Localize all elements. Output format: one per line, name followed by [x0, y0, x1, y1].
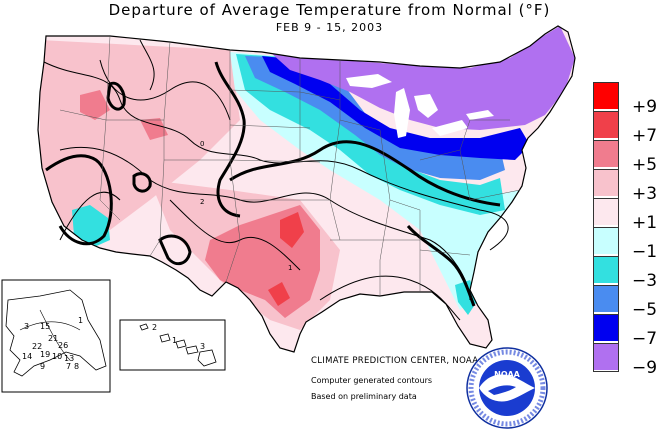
noaa-logo: NOAA [466, 347, 548, 429]
legend-label: +5 [632, 155, 658, 175]
svg-text:2: 2 [200, 198, 204, 206]
contour-lines [43, 39, 509, 321]
alaska-outline [5, 289, 107, 377]
legend-label: +7 [632, 126, 658, 146]
contour-value-labels: 0 2 1 [200, 140, 292, 272]
legend-label: +1 [632, 213, 658, 233]
map-subtitle: FEB 9 - 15, 2003 [275, 21, 384, 34]
alaska-label: 7 [66, 362, 72, 371]
alaska-label: 15 [40, 322, 51, 331]
alaska-label: 1 [78, 316, 84, 325]
legend-swatch-minus9 [593, 343, 619, 370]
alaska-label: 8 [74, 362, 80, 371]
legend-swatch-minus7 [593, 314, 619, 341]
us-outline [37, 25, 576, 353]
svg-text:1: 1 [288, 264, 292, 272]
alaska-label: 22 [32, 342, 43, 351]
legend-swatch-minus1 [593, 227, 619, 254]
alaska-label: 9 [40, 362, 46, 371]
alaska-label: 10 [52, 352, 63, 361]
zero-contour-lines [45, 61, 501, 307]
hawaii-label: 1 [172, 336, 178, 345]
legend-label: −5 [632, 300, 658, 320]
svg-text:0: 0 [200, 140, 204, 148]
map-title: Departure of Average Temperature from No… [108, 1, 551, 19]
legend-label: −3 [632, 271, 658, 291]
legend-swatch-plus7 [593, 111, 619, 138]
legend-swatch-plus5 [593, 140, 619, 167]
alaska-label: 19 [40, 350, 51, 359]
legend-label: −7 [632, 329, 658, 349]
hawaii-label: 3 [200, 342, 206, 351]
legend-swatch-minus3 [593, 256, 619, 283]
legend-swatch-plus1 [593, 198, 619, 225]
hawaii-label: 2 [152, 323, 158, 332]
great-lakes [346, 74, 494, 138]
noaa-logo-text: NOAA [494, 370, 520, 379]
alaska-label: 14 [22, 352, 33, 361]
credit-line-2: Computer generated contours [311, 376, 433, 385]
alaska-label: 21 [48, 334, 59, 343]
legend-label: −9 [632, 358, 658, 378]
legend-swatch-plus3 [593, 169, 619, 196]
alaska-label: 26 [58, 341, 69, 350]
legend-label: +3 [632, 184, 658, 204]
alaska-label: 13 [64, 354, 75, 363]
state-borders [59, 35, 521, 296]
alaska-label: 3 [24, 322, 30, 331]
legend-swatch-plus9 [593, 82, 619, 109]
legend-swatch-minus5 [593, 285, 619, 312]
hawaii-islands [139, 323, 217, 367]
legend-label: −1 [632, 242, 658, 262]
hawaii-inset [119, 319, 226, 371]
credit-center: CLIMATE PREDICTION CENTER, NOAA [311, 356, 479, 366]
credit-line-3: Based on preliminary data [311, 392, 417, 401]
legend-label: +9 [632, 97, 658, 117]
